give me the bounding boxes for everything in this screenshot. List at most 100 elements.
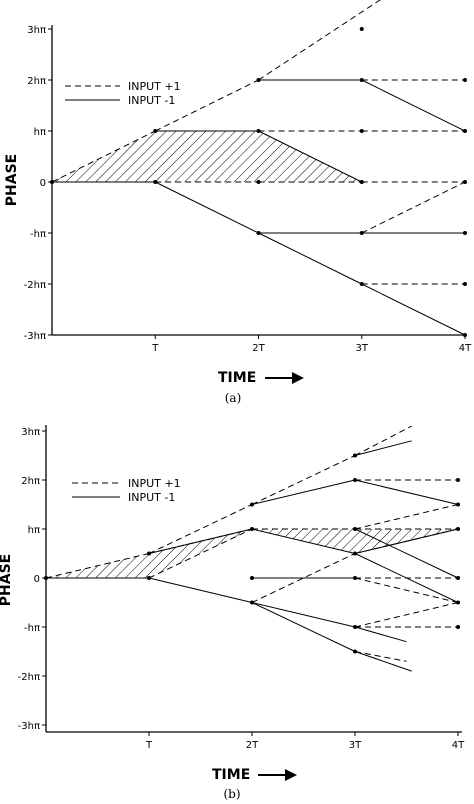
legend-b: INPUT +1 INPUT -1 [72,477,181,504]
phase-points-b [44,453,460,654]
phase-point-17 [463,282,467,286]
phase-point-3 [256,78,261,82]
legend-label-a-0: INPUT +1 [128,80,181,93]
hatched-area [46,529,458,578]
solid-segment-1 [148,528,253,554]
y-axis-label-a: PHASE [4,154,20,206]
x-axis-label-b: TIME [212,767,250,783]
y-tick-label-1: 2hπ [21,476,40,487]
y-tick-label-5: -2hπ [24,280,46,291]
x-tick-label-0: T [145,740,153,751]
y-ticks-b: 3hπ 2hπ hπ 0 -hπ -2hπ -3hπ [18,427,46,732]
solid-segment-5 [251,602,356,628]
dashed-segment-14 [354,602,459,628]
phase-point-10 [359,180,364,184]
dashed-segment-1 [155,79,259,132]
phase-point-12 [359,282,364,286]
phase-point-11 [353,576,357,580]
y-tick-label-0: 3hπ [27,25,46,36]
time-arrow-icon [258,769,297,781]
phase-point-9 [353,527,357,531]
phase-point-5 [250,576,254,580]
y-tick-label-1: 2hπ [27,76,46,87]
solid-segment-9 [251,479,356,505]
x-ticks-a: T 2T 3T 4T [151,335,472,354]
x-tick-label-1: 2T [246,740,259,751]
y-tick-label-3: 0 [40,178,46,189]
dashed-segment-2 [251,455,356,505]
solid-segment-3 [155,181,259,234]
panel-label-b: (b) [223,787,240,801]
phase-point-3 [250,502,254,507]
solid-segment-4 [148,577,253,603]
phase-point-16 [456,527,460,531]
dashed-segment-1 [148,504,253,554]
phase-point-17 [456,576,460,580]
solid-segment-2 [258,130,362,183]
solid-segment-6 [354,626,407,643]
solid-segment-2 [251,528,356,554]
phase-point-13 [463,78,467,82]
x-tick-label-2: 3T [349,740,362,751]
phase-point-6 [256,231,261,235]
phase-point-15 [456,502,460,507]
phase-point-2 [147,576,151,580]
phase-point-2 [153,180,158,184]
dashed-segment-0 [45,553,150,579]
phase-points-a [50,27,467,337]
y-tick-label-0: 3hπ [21,427,40,438]
dashed-segment-3 [354,425,412,456]
legend-a: INPUT +1 INPUT -1 [65,80,181,107]
phase-point-7 [359,27,364,31]
solid-segment-13 [354,553,459,603]
dashed-segment-13 [354,504,459,530]
phase-paths-a [51,0,466,336]
dashed-segment-10 [251,553,356,603]
y-tick-label-2: hπ [28,525,40,536]
panel-label-a: (a) [225,391,242,405]
solid-segment-3 [354,528,459,554]
y-ticks-a: 3hπ 2hπ hπ 0 -hπ -2hπ -3hπ [24,25,52,342]
y-tick-label-6: -3hπ [24,331,46,342]
solid-segment-10 [354,479,459,505]
phase-point-5 [256,180,261,184]
phase-point-7 [353,453,357,458]
solid-segment-6 [258,232,362,285]
x-ticks-b: T 2T 3T 4T [145,732,465,751]
solid-segment-7 [361,283,466,336]
y-tick-label-2: hπ [34,127,46,138]
phase-point-10 [353,551,357,556]
phase-point-6 [250,600,254,605]
phase-point-8 [353,478,357,482]
dashed-segment-0 [51,130,156,183]
hatched-region-a [52,131,362,182]
phase-point-13 [353,649,357,654]
dashed-segment-7 [148,528,253,579]
time-arrow-icon [265,372,304,384]
x-tick-label-2: 3T [356,343,369,354]
y-tick-label-6: -3hπ [18,721,40,732]
phase-point-4 [256,129,261,133]
legend-label-a-1: INPUT -1 [128,94,175,107]
phase-point-8 [359,78,364,82]
phase-point-14 [456,478,460,482]
x-axis-label-a: TIME [218,370,256,386]
x-tick-label-0: T [151,343,159,354]
hatched-area [52,131,362,182]
x-tick-label-3: 4T [459,343,472,354]
phase-point-11 [359,231,364,235]
solid-segment-11 [354,440,412,456]
phase-point-15 [463,180,467,184]
phase-point-19 [456,625,460,629]
x-tick-label-3: 4T [452,740,465,751]
legend-label-b-1: INPUT -1 [128,491,175,504]
y-tick-label-5: -2hπ [18,672,40,683]
phase-point-12 [353,625,357,629]
phase-point-4 [250,527,254,531]
phase-point-1 [147,551,151,556]
dashed-segment-17 [354,577,459,603]
phase-point-14 [463,129,467,133]
solid-segment-7 [251,602,356,652]
